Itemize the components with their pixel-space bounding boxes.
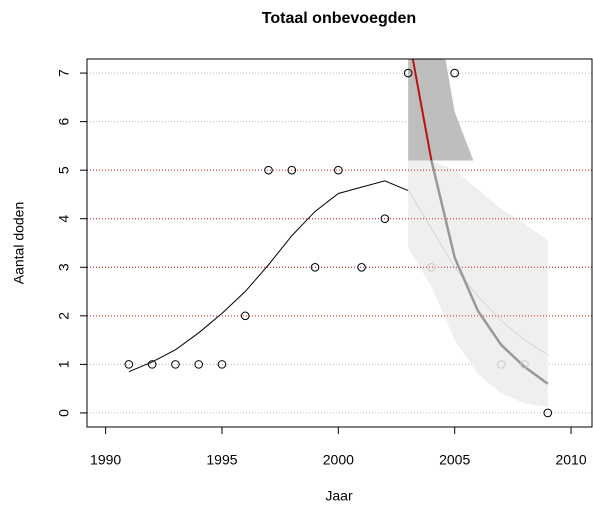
- data-point: [310, 262, 320, 272]
- data-point: [334, 165, 343, 175]
- x-tick-label: 2010: [555, 452, 586, 468]
- chart-title: Totaal onbevoegden: [262, 10, 416, 27]
- data-point: [496, 360, 506, 369]
- x-axis-label: Jaar: [325, 488, 353, 504]
- data-point: [403, 68, 413, 78]
- x-tick-label: 1995: [206, 452, 237, 468]
- data-point: [147, 360, 157, 369]
- data-point: [124, 360, 134, 369]
- data-point: [543, 408, 553, 418]
- y-tick-label: 5: [56, 166, 72, 174]
- data-point: [357, 262, 366, 272]
- trend-line: [411, 59, 433, 161]
- x-tick-label: 2005: [439, 452, 470, 468]
- trend-line: [407, 189, 549, 356]
- plot-area: [87, 59, 592, 418]
- data-point: [171, 360, 180, 369]
- y-tick-label: 4: [56, 215, 72, 223]
- y-tick-label: 7: [56, 69, 72, 77]
- y-tick-label: 6: [56, 118, 72, 126]
- x-tick-label: 2000: [323, 452, 354, 468]
- y-axis-label: Aantal doden: [11, 202, 27, 285]
- data-point: [240, 311, 250, 321]
- y-tick-label: 2: [56, 312, 72, 320]
- y-tick-label: 1: [56, 360, 72, 368]
- confidence-band: [408, 59, 474, 161]
- y-tick-label: 0: [56, 409, 72, 417]
- data-point: [287, 165, 297, 175]
- data-point: [427, 262, 436, 272]
- y-tick-label: 3: [56, 263, 72, 271]
- data-point: [264, 165, 273, 175]
- data-point: [217, 360, 227, 369]
- data-point: [380, 214, 390, 224]
- confidence-band: [408, 160, 548, 408]
- trend-line: [128, 180, 409, 373]
- plot-frame: [86, 58, 593, 428]
- x-tick-label: 1990: [90, 452, 121, 468]
- data-point: [450, 68, 459, 78]
- data-point: [194, 360, 204, 369]
- data-point: [520, 360, 529, 369]
- trend-line: [430, 160, 549, 385]
